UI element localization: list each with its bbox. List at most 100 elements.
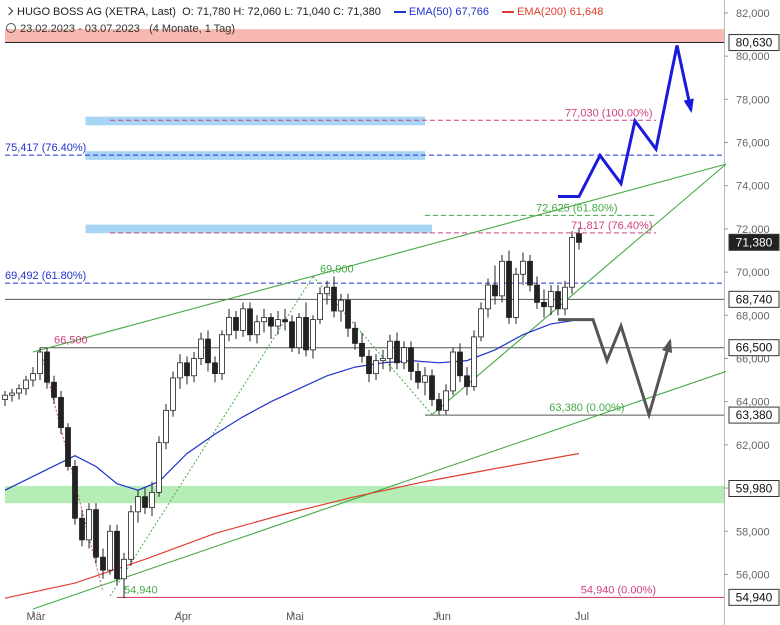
projection-down-path xyxy=(558,318,672,420)
candle xyxy=(415,362,421,389)
y-tick-label: 68,000 xyxy=(736,310,770,322)
candle xyxy=(457,343,463,383)
candle xyxy=(23,375,29,396)
ema50-label: EMA(50) xyxy=(408,6,453,18)
candle xyxy=(289,315,295,353)
candle xyxy=(499,254,505,303)
candle-body xyxy=(464,375,470,387)
candle-body xyxy=(478,308,484,338)
candle xyxy=(128,505,134,566)
candle-body xyxy=(499,260,505,297)
candle-body xyxy=(457,351,463,377)
candle-body xyxy=(44,351,50,383)
x-tick-label: Jul xyxy=(575,611,589,623)
candle-body xyxy=(373,360,379,375)
ema200-value: 61,648 xyxy=(569,6,604,18)
candle-body xyxy=(177,362,183,379)
candle xyxy=(303,302,309,357)
candle xyxy=(219,330,225,381)
candle xyxy=(79,509,85,547)
candle-body xyxy=(184,362,190,377)
top-zone xyxy=(5,29,724,43)
candle-body xyxy=(149,491,155,508)
candle-body xyxy=(51,381,57,398)
candle-body xyxy=(128,511,134,560)
candles-layer xyxy=(2,227,582,599)
candle xyxy=(37,347,43,381)
candle-body xyxy=(345,299,351,329)
candle xyxy=(184,356,190,385)
candle xyxy=(443,384,449,415)
candle-body xyxy=(72,466,78,519)
candle xyxy=(562,280,568,316)
candle xyxy=(135,490,141,523)
candle-body xyxy=(534,284,540,303)
candle xyxy=(177,354,183,389)
price-tag-label: 71,380 xyxy=(736,235,773,249)
candle xyxy=(212,356,218,383)
candle xyxy=(471,330,477,391)
x-tick-label: Apr xyxy=(174,611,191,623)
projection-down-arrowhead xyxy=(662,338,673,354)
candle-body xyxy=(79,517,85,541)
time-axis: Mär Apr Mai Jun Jul xyxy=(27,611,589,623)
candle xyxy=(170,371,176,417)
candle-body xyxy=(191,358,197,377)
candle xyxy=(513,267,519,324)
annotation-label: 69,492 (61.80%) xyxy=(5,270,86,282)
candle-body xyxy=(415,371,421,383)
candle-body xyxy=(366,355,372,375)
y-tick-label: 72,000 xyxy=(736,224,770,236)
candle-body xyxy=(254,321,260,336)
ema50-swatch-icon xyxy=(393,11,406,14)
drop-to-june-low xyxy=(312,276,433,415)
candle-body xyxy=(513,273,519,318)
candle xyxy=(478,302,484,342)
chevron-icon[interactable] xyxy=(4,6,14,16)
candle-body xyxy=(212,362,218,375)
candle-body xyxy=(331,286,337,312)
y-tick-label: 78,000 xyxy=(736,94,770,106)
candle-body xyxy=(16,388,22,394)
x-tick-label: Mai xyxy=(286,611,304,623)
candle-body xyxy=(520,260,526,275)
annotation-label: 54,940 xyxy=(124,584,158,596)
candle xyxy=(275,310,281,335)
candle-body xyxy=(380,358,386,362)
chart-header: HUGO BOSS AG (XETRA, Last) O: 71,780 H: … xyxy=(0,0,724,38)
y-tick-label: 80,000 xyxy=(736,51,770,63)
candle-body xyxy=(317,293,323,321)
header-row-2: 23.02.2023 - 03.07.2023 (4 Monate, 1 Tag… xyxy=(6,23,235,35)
candle xyxy=(44,347,50,389)
candle-body xyxy=(135,496,141,513)
candle xyxy=(296,313,302,355)
candle-body xyxy=(2,394,8,400)
candle xyxy=(247,302,253,342)
candle-body xyxy=(9,392,15,396)
y-tick-label: 64,000 xyxy=(736,397,770,409)
candle-body xyxy=(37,351,43,375)
candle xyxy=(436,393,442,415)
candle-body xyxy=(338,299,344,312)
candle xyxy=(142,488,148,514)
candle-body xyxy=(219,334,225,375)
candle-body xyxy=(156,442,162,493)
candle-body xyxy=(268,317,274,327)
price-tag xyxy=(728,588,780,606)
header-row-1: HUGO BOSS AG (XETRA, Last) O: 71,780 H: … xyxy=(4,6,604,18)
price-tag-label: 54,940 xyxy=(736,590,773,604)
candle-body xyxy=(142,496,148,508)
candle xyxy=(205,330,211,372)
candle xyxy=(65,423,71,471)
candle-body xyxy=(443,390,449,411)
price-tag xyxy=(728,34,780,52)
candle-body xyxy=(121,558,127,580)
candle-body xyxy=(387,340,393,359)
candle-body xyxy=(275,319,281,327)
ema-layer xyxy=(4,319,580,599)
price-tag-label: 63,380 xyxy=(736,408,773,422)
candle-body xyxy=(58,396,64,428)
candle xyxy=(338,293,344,322)
candle xyxy=(310,315,316,359)
candle xyxy=(51,375,57,404)
